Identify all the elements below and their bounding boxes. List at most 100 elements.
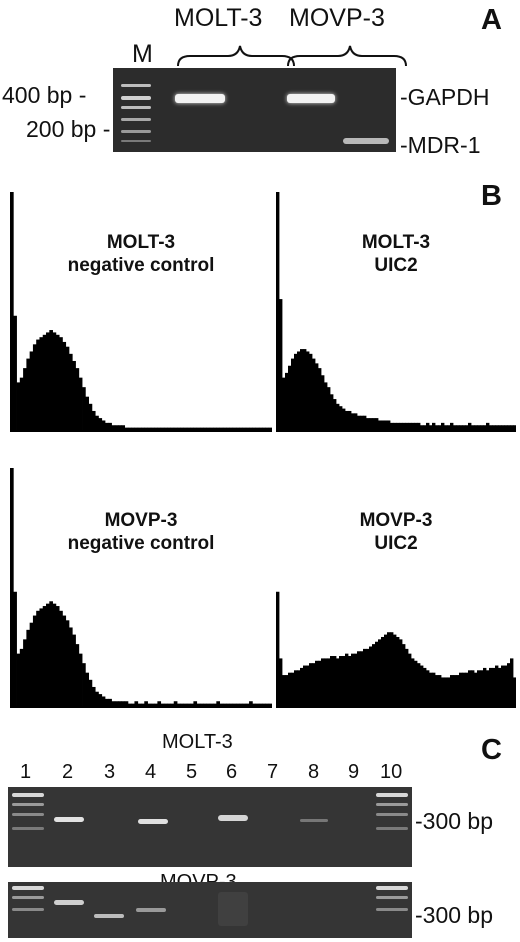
panel-c-letter: C — [481, 734, 502, 766]
ladder-band — [376, 803, 408, 806]
histogram-bar — [42, 334, 47, 430]
histogram-bar — [306, 665, 310, 706]
histogram-bar — [245, 703, 250, 706]
histogram-bar — [213, 427, 217, 430]
histogram-bar — [324, 658, 328, 706]
histogram-bar — [180, 427, 184, 430]
histogram-bar — [242, 703, 247, 706]
gel-size-label-300bp: -300 bp — [415, 808, 494, 834]
histogram-bar — [127, 427, 132, 430]
histogram-bar — [378, 639, 382, 706]
histogram-bar — [163, 703, 168, 706]
histogram-bar — [363, 415, 367, 430]
histogram-bar — [324, 382, 328, 430]
histogram-molt3-negative: MOLT-3 negative control — [10, 186, 272, 432]
histogram-bar — [369, 418, 373, 430]
histogram-bar — [32, 615, 37, 706]
histogram-bar — [375, 418, 379, 430]
histogram-bar — [375, 641, 379, 706]
panel-a-group-label-molt3: MOLT-3 — [174, 4, 263, 32]
histogram-bar — [438, 425, 442, 430]
histogram-title-line1: MOLT-3 — [106, 232, 176, 253]
histogram-bar — [78, 377, 83, 430]
histogram-bar — [363, 648, 367, 706]
histogram-bar — [144, 701, 148, 706]
histogram-bar — [411, 422, 415, 430]
panel-a-marker-label: M — [132, 40, 153, 68]
histogram-bar — [483, 425, 487, 430]
histogram-bar — [291, 672, 295, 706]
histogram-bar — [438, 675, 442, 706]
histogram-bar — [471, 425, 475, 430]
histogram-bar — [471, 670, 475, 706]
histogram-bar — [111, 701, 116, 706]
histogram-bar — [501, 665, 505, 706]
ladder-band — [12, 908, 44, 911]
histogram-bar — [507, 663, 511, 706]
histogram-bar — [462, 425, 466, 430]
histogram-bar — [492, 425, 496, 430]
histogram-bar — [196, 703, 201, 706]
lane-number: 6 — [226, 761, 238, 783]
histogram-bar — [78, 653, 83, 706]
histogram-bar — [390, 422, 394, 430]
histogram-bar — [309, 353, 313, 430]
histogram-bar — [265, 427, 270, 430]
ladder-band — [376, 908, 408, 911]
histogram-bar — [52, 332, 57, 430]
histogram-bar — [417, 663, 421, 706]
histogram-bar — [65, 620, 70, 706]
histogram-bar — [480, 670, 484, 706]
histogram-bar — [167, 427, 171, 430]
histogram-bar — [173, 701, 178, 706]
histogram-bar — [62, 341, 67, 430]
histogram-bar — [118, 701, 122, 706]
histogram-bar — [131, 703, 135, 706]
histogram-bar — [144, 427, 148, 430]
histogram-bar — [193, 427, 198, 430]
gapdh-band-molt3 — [175, 94, 225, 103]
histogram-bar — [255, 427, 260, 430]
histogram-bar — [268, 703, 272, 706]
histogram-bar — [91, 686, 96, 706]
histogram-bar — [59, 337, 63, 430]
histogram-bar — [239, 703, 243, 706]
histogram-bar — [101, 696, 106, 706]
histogram-bar — [408, 422, 412, 430]
size-label-200bp: 200 bp - — [26, 116, 111, 142]
histogram-bar — [13, 315, 17, 430]
histogram-bar — [477, 670, 481, 706]
histogram-bar — [456, 675, 460, 706]
histogram-bar — [229, 427, 234, 430]
histogram-bar — [157, 701, 162, 706]
histogram-bar — [312, 663, 316, 706]
histogram-bar — [348, 656, 352, 706]
lane-number: 4 — [145, 761, 157, 783]
histogram-bar — [339, 406, 343, 430]
histogram-bar — [209, 427, 214, 430]
histogram-bar — [477, 425, 481, 430]
ladder-band — [12, 886, 44, 890]
size-label-400bp: 400 bp - — [2, 82, 87, 108]
histogram-bar — [82, 387, 86, 430]
histogram-bar — [297, 670, 301, 706]
histogram-bar — [441, 677, 445, 706]
histogram-bar — [36, 339, 40, 430]
histogram-bar — [414, 422, 418, 430]
histogram-bar — [203, 703, 207, 706]
histogram-bar — [282, 377, 286, 430]
histogram-bar — [453, 425, 457, 430]
histogram-bar — [85, 396, 89, 430]
histogram-bar — [294, 670, 298, 706]
histogram-bar — [459, 672, 463, 706]
histogram-bar — [134, 701, 139, 706]
histogram-bar — [262, 427, 266, 430]
histogram-bar — [468, 670, 472, 706]
panel-c-gel-movp3 — [8, 882, 412, 938]
histogram-bar — [46, 603, 50, 706]
brace-molt3-icon — [177, 45, 295, 67]
ladder-band — [121, 106, 151, 109]
histogram-bar — [390, 632, 394, 706]
histogram-bar — [95, 415, 99, 430]
panel-a-gel — [113, 68, 396, 152]
